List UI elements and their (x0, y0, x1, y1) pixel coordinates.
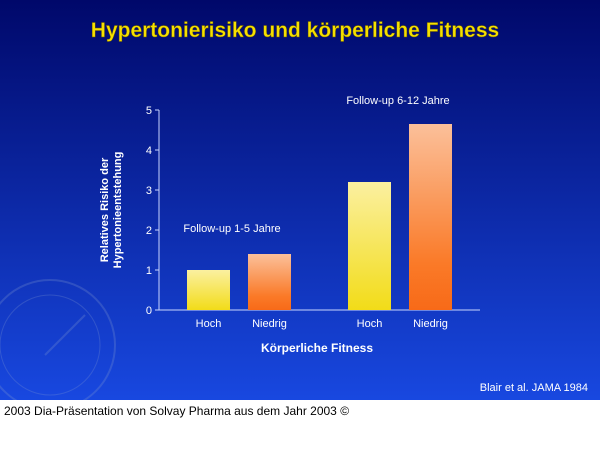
bar-hoch (187, 270, 230, 310)
bar-hoch (348, 182, 391, 310)
bar-niedrig (248, 254, 291, 310)
y-tick-label: 1 (146, 265, 152, 277)
x-tick-label: Hoch (196, 318, 222, 330)
y-tick-label: 4 (146, 145, 152, 157)
x-tick-label: Hoch (357, 318, 383, 330)
bar-niedrig (409, 124, 452, 310)
slide-title: Hypertonierisiko und körperliche Fitness (91, 19, 499, 42)
y-tick-label: 0 (146, 305, 152, 317)
source-citation: Blair et al. JAMA 1984 (480, 382, 588, 394)
x-tick-label: Niedrig (413, 318, 448, 330)
x-tick-label: Niedrig (252, 318, 287, 330)
y-tick-label: 2 (146, 225, 152, 237)
y-axis-label-line: Relatives Risiko der (99, 157, 111, 262)
y-tick-label: 3 (146, 185, 152, 197)
slide-background (0, 0, 600, 400)
chart: 0 1 2 3 4 5 Relatives Risiko derHypertonieents… (99, 95, 480, 355)
image-caption: 2003 Dia-Präsentation von Solvay Pharma … (4, 404, 350, 418)
group-label: Follow-up 6-12 Jahre (346, 95, 449, 107)
y-axis-label: Relatives Risiko derHypertonieentstehung (99, 152, 124, 269)
y-axis-label-line: Hypertonieentstehung (112, 152, 124, 269)
gauge-decoration (0, 279, 116, 400)
group-label: Follow-up 1-5 Jahre (183, 223, 280, 235)
slide: Hypertonierisiko und körperliche Fitness… (0, 0, 600, 400)
y-tick-label: 5 (146, 105, 152, 117)
x-axis-label: Körperliche Fitness (261, 341, 373, 355)
